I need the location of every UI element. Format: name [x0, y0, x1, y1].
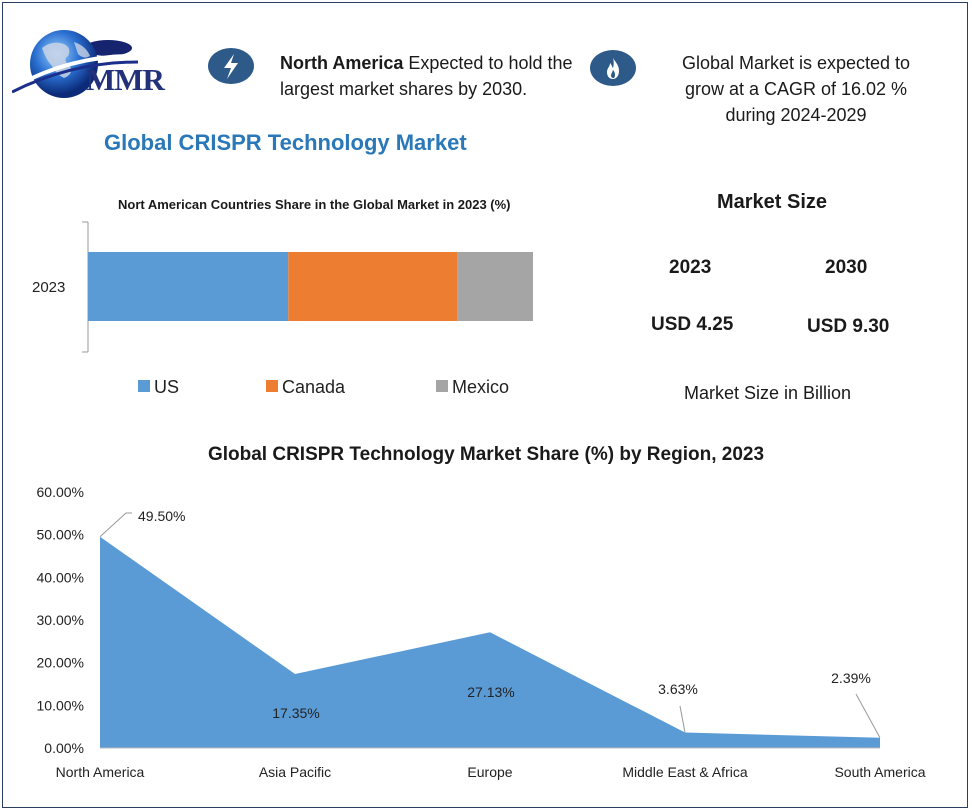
x-tick-label: North America — [56, 764, 145, 780]
area-chart: 0.00% 10.00% 20.00% 30.00% 40.00% 50.00% 60.00… — [37, 484, 926, 780]
highlight-text: Expected to hold the largest market shar… — [280, 53, 573, 99]
market-size-title: Market Size — [716, 191, 828, 213]
legend-label-mexico: Mexico — [452, 377, 509, 397]
y-tick-label: 20.00% — [37, 655, 84, 671]
data-label-leader — [855, 693, 881, 739]
market-year-2023: 2023 — [669, 257, 712, 278]
data-label: 17.35% — [272, 705, 319, 721]
highlight-north-america: North America Expected to hold the large… — [280, 50, 580, 102]
bar-chart-title: Nort American Countries Share in the Glo… — [118, 197, 511, 212]
y-tick-label: 10.00% — [37, 697, 84, 713]
x-tick-label: South America — [834, 764, 925, 780]
x-tick-label: Europe — [467, 764, 512, 780]
x-tick-label: Middle East & Africa — [622, 764, 747, 780]
y-tick-label: 50.00% — [37, 527, 84, 543]
lightning-icon — [224, 54, 238, 79]
logo-text: MMR — [86, 62, 165, 97]
bar-segment-mexico — [457, 252, 533, 321]
data-label: 27.13% — [467, 684, 514, 700]
bar-segment-canada — [288, 252, 458, 321]
flame-icon — [607, 58, 619, 79]
market-value-2023: USD 4.25 — [651, 314, 734, 335]
market-value-2030: USD 9.30 — [807, 316, 890, 337]
market-size-note: Market Size in Billion — [684, 383, 852, 403]
mmr-logo: MMR — [11, 26, 192, 106]
y-tick-label: 40.00% — [37, 569, 84, 585]
y-tick-label: 30.00% — [37, 612, 84, 628]
data-label: 3.63% — [658, 681, 698, 697]
market-year-2030: 2030 — [825, 257, 868, 278]
legend-label-us: US — [154, 377, 179, 397]
data-label-leader — [99, 512, 132, 538]
highlight-cagr: Global Market is expected to grow at a C… — [681, 53, 911, 125]
area-series — [100, 536, 880, 748]
flame-badge — [590, 50, 636, 86]
x-tick-label: Asia Pacific — [259, 764, 331, 780]
y-tick-label: 0.00% — [44, 740, 84, 756]
legend-swatch-canada — [266, 380, 278, 392]
bar-segment-us — [88, 252, 289, 321]
bar-category-label: 2023 — [32, 279, 65, 296]
main-title: Global CRISPR Technology Market — [104, 130, 467, 155]
data-label: 49.50% — [138, 508, 185, 524]
lightning-badge — [208, 48, 254, 84]
legend-label-canada: Canada — [282, 377, 346, 397]
data-label: 2.39% — [831, 670, 871, 686]
legend-swatch-mexico — [436, 380, 448, 392]
stacked-bar-chart: 2023 US Canada Mexico — [32, 221, 533, 397]
legend-swatch-us — [138, 380, 150, 392]
data-label-leader — [679, 705, 686, 733]
highlight-bold: North America — [280, 53, 404, 73]
area-chart-title: Global CRISPR Technology Market Share (%… — [207, 444, 765, 465]
y-tick-label: 60.00% — [37, 484, 84, 500]
globe-icon — [11, 30, 139, 98]
